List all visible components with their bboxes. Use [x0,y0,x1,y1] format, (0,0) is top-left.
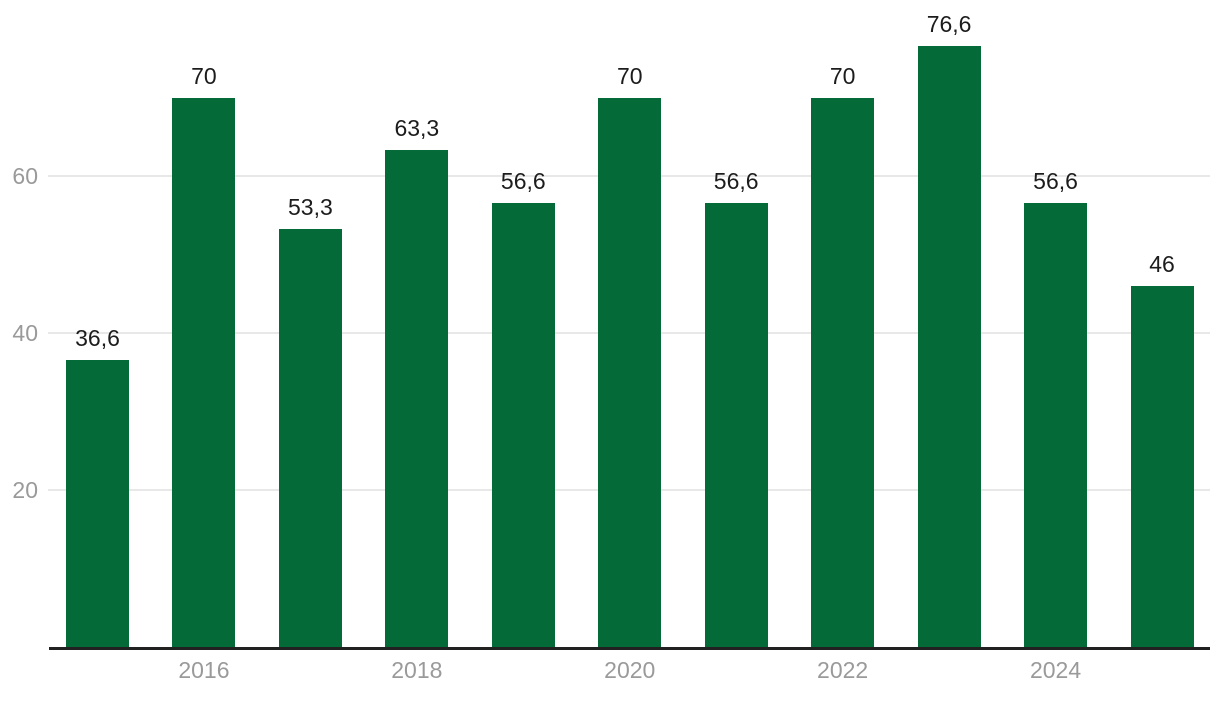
bar-value-label: 70 [191,62,217,89]
x-axis-tick-label: 2024 [1029,657,1082,683]
bar-value-label: 70 [616,62,643,89]
bar-value-label: 70 [829,62,856,89]
bar-value-label: 46 [1149,250,1175,277]
y-axis-tick-label: 40 [12,319,38,346]
bar-value-label: 56,6 [1033,167,1078,194]
plot-area [48,0,1210,650]
bar-2018 [385,150,449,647]
bar-2021 [704,202,768,647]
bar-2025 [1130,285,1194,647]
bar-value-label: 56,6 [713,167,759,194]
bar-2015 [66,359,129,647]
bar-2019 [491,202,555,647]
y-axis-tick-label: 20 [12,476,38,503]
bar-value-label: 63,3 [394,115,440,142]
bar-2024 [1024,202,1088,647]
bar-2023 [917,45,981,647]
y-axis-tick-label: 60 [12,162,38,189]
bar-value-label: 76,6 [926,10,972,37]
bar-2017 [278,228,342,647]
bar-value-label: 36,6 [75,324,120,351]
bar-2022 [811,97,875,647]
bar-2016 [172,97,236,647]
bar-2020 [598,97,662,647]
x-axis-tick-label: 2020 [604,657,656,683]
x-axis-tick-label: 2022 [817,657,869,683]
x-axis-tick-label: 2018 [391,657,443,683]
bar-value-label: 53,3 [288,193,333,220]
x-axis-tick-label: 2016 [178,657,230,683]
bar-value-label: 56,6 [500,167,546,194]
